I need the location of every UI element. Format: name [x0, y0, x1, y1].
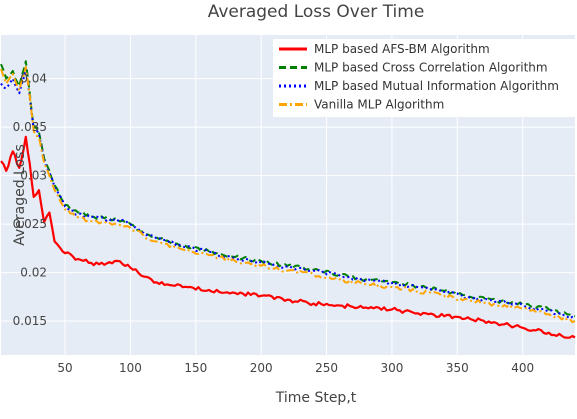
legend-label: MLP based AFS-BM Algorithm: [314, 42, 490, 56]
y-tick-label: 0.02: [20, 266, 47, 280]
x-tick-label: 200: [250, 361, 273, 375]
x-tick-label: 150: [184, 361, 207, 375]
chart-title: Averaged Loss Over Time: [208, 2, 425, 22]
x-tick-label: 300: [380, 361, 403, 375]
y-tick-labels: 0.015 0.02 0.025 0.03 0.035 0.04: [13, 72, 47, 328]
x-tick-label: 250: [315, 361, 338, 375]
series-line-1: [0, 135, 576, 339]
y-tick-label: 0.025: [13, 217, 47, 231]
x-tick-label: 400: [511, 361, 534, 375]
x-tick-label: 100: [119, 361, 142, 375]
series-line-2: [0, 60, 576, 318]
x-axis-title: Time Step,t: [275, 390, 357, 406]
legend-background: [273, 39, 575, 117]
legend-label: MLP based Mutual Information Algorithm: [314, 79, 559, 93]
y-axis-title: Averaged Loss: [12, 144, 28, 246]
y-tick-label: 0.03: [20, 169, 47, 183]
x-tick-labels: 50 100 150 200 250 300 350 400: [57, 361, 534, 375]
y-tick-label: 0.035: [13, 120, 47, 134]
x-tick-label: 350: [446, 361, 469, 375]
series-lines: [0, 60, 576, 339]
legend: MLP based AFS-BM Algorithm MLP based Cros…: [273, 39, 575, 117]
x-tick-label: 50: [57, 361, 72, 375]
legend-label: MLP based Cross Correlation Algorithm: [314, 61, 548, 75]
y-tick-label: 0.015: [13, 314, 47, 328]
legend-label: Vanilla MLP Algorithm: [314, 98, 444, 112]
y-tick-label: 0.04: [20, 72, 47, 86]
series-line-4: [0, 66, 576, 324]
